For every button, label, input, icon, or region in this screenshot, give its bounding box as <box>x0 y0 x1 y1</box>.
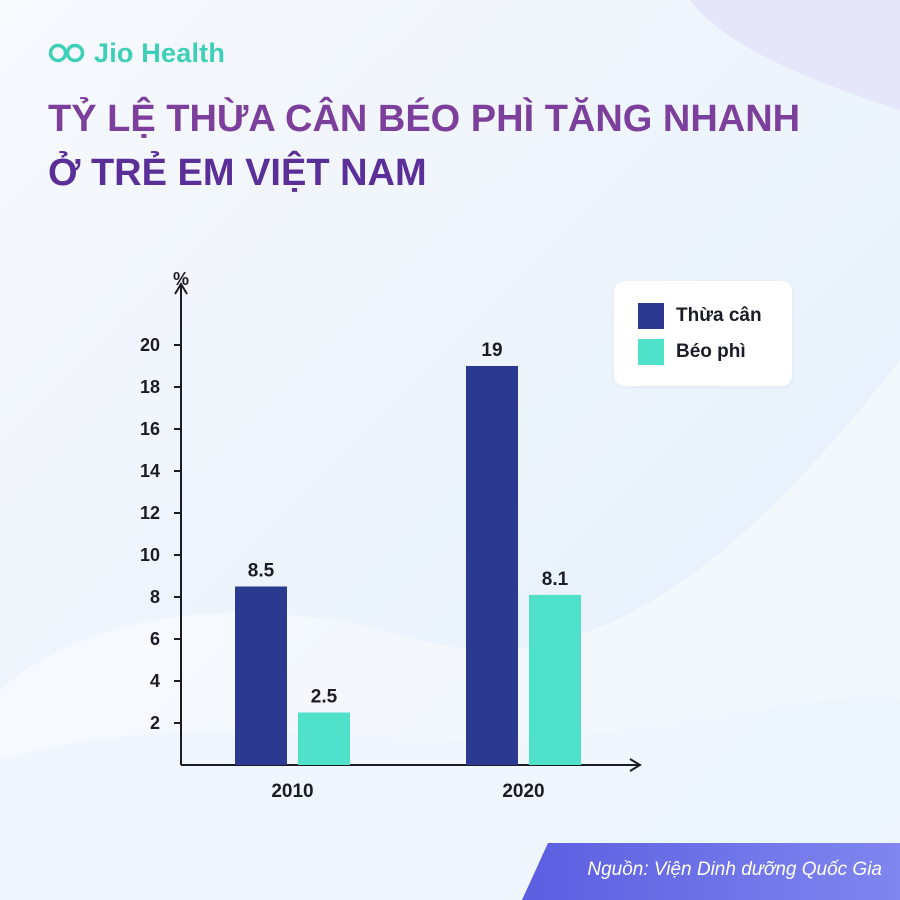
y-axis-label: % <box>173 269 189 289</box>
title-line-2: Ở TRẺ EM VIỆT NAM <box>48 152 427 194</box>
bar <box>466 366 518 765</box>
bar-value-label: 2.5 <box>311 687 338 708</box>
x-tick-label: 2010 <box>271 781 313 802</box>
legend-swatch-beo-phi <box>638 339 664 365</box>
infinity-logo-icon <box>48 43 85 63</box>
x-tick-label: 2020 <box>502 781 544 802</box>
page-title: TỶ LỆ THỪA CÂN BÉO PHÌ TĂNG NHANH Ở TRẺ … <box>48 92 848 200</box>
y-tick-label: 8 <box>150 587 160 607</box>
y-tick-label: 18 <box>140 377 160 397</box>
bar <box>235 586 287 765</box>
chart-legend: Thừa cân Béo phì <box>614 281 792 386</box>
legend-label-beo-phi: Béo phì <box>676 341 746 362</box>
bar <box>529 594 581 765</box>
title-line-1: TỶ LỆ THỪA CÂN BÉO PHÌ TĂNG NHANH <box>48 98 801 140</box>
y-tick-label: 12 <box>140 503 160 523</box>
x-axis-arrow <box>629 758 642 772</box>
y-tick-label: 16 <box>140 419 160 439</box>
bar-value-label: 19 <box>481 340 502 361</box>
legend-item-thua-can: Thừa cân <box>638 303 762 329</box>
bar <box>298 712 350 765</box>
bar-value-label: 8.1 <box>542 569 569 590</box>
brand-logo: Jio Health <box>48 36 225 70</box>
y-tick-label: 20 <box>140 335 160 355</box>
y-axis-arrow <box>174 282 188 295</box>
bar-value-label: 8.5 <box>248 561 275 582</box>
chart-bars: 8.5 2.5 19 8.1 <box>235 340 581 765</box>
legend-label-thua-can: Thừa cân <box>676 305 762 326</box>
y-tick-label: 2 <box>150 713 160 733</box>
x-tick-labels: 2010 2020 <box>271 781 544 802</box>
y-tick-label: 10 <box>140 545 160 565</box>
y-tick-label: 4 <box>150 671 160 691</box>
legend-swatch-thua-can <box>638 303 664 329</box>
brand-name: Jio Health <box>94 37 226 68</box>
legend-item-beo-phi: Béo phì <box>638 339 746 365</box>
y-tick-label: 6 <box>150 629 160 649</box>
y-tick-labels: 2 4 6 8 10 12 14 16 18 20 <box>140 335 181 733</box>
y-tick-label: 14 <box>140 461 160 481</box>
